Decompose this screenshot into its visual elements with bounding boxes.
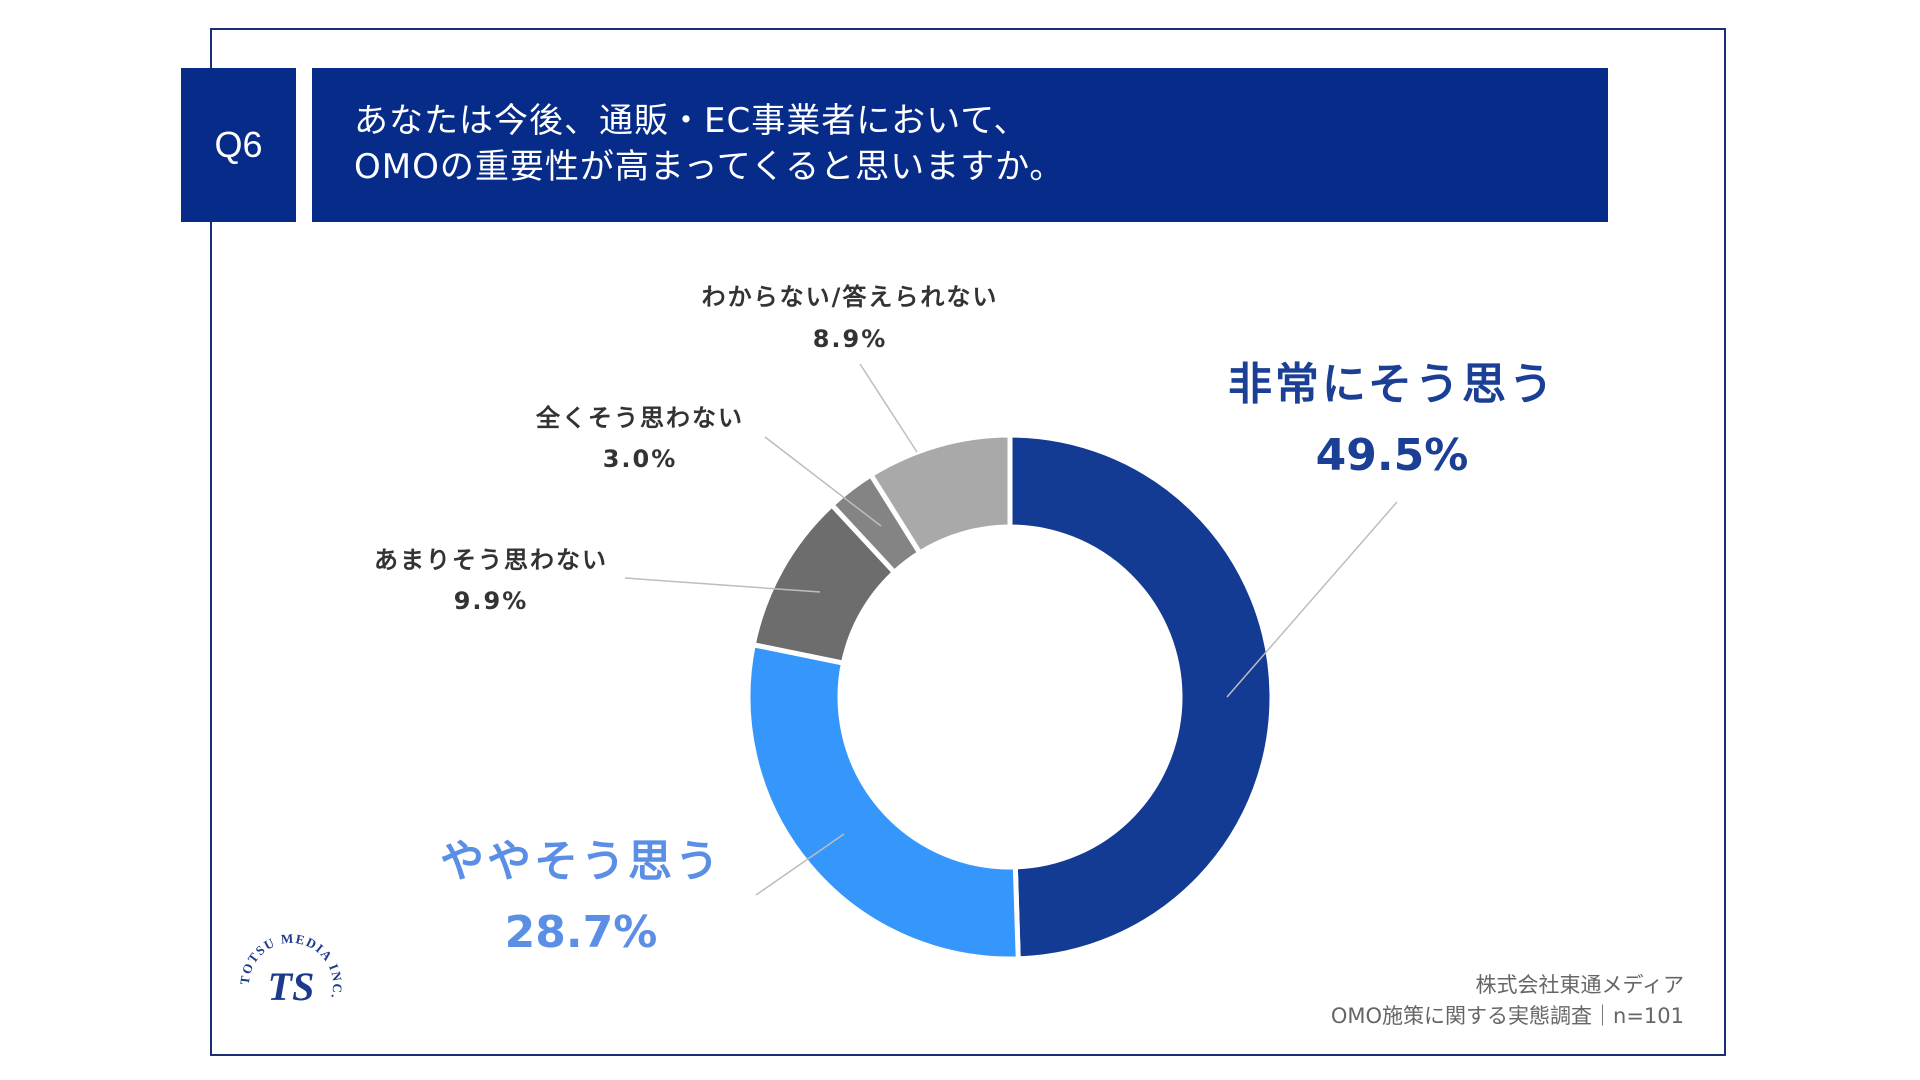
slice-very-much	[1007, 432, 1275, 962]
label-not-much-name: あまりそう思わない	[374, 546, 608, 574]
leader-somewhat	[755, 833, 845, 896]
question-title: あなたは今後、通販・EC事業者において、 OMOの重要性が高まってくると思います…	[312, 68, 1608, 222]
slice-somewhat	[745, 641, 1021, 962]
source-company: 株式会社東通メディア	[1475, 973, 1684, 997]
slice-dont-know	[867, 432, 1013, 557]
label-dont-know-name: わからない/答えられない	[701, 283, 999, 311]
label-dont-know: わからない/答えられない	[702, 277, 999, 312]
value-not-much: 9.9%	[454, 587, 529, 615]
label-not-much: あまりそう思わない	[374, 540, 608, 575]
question-id: Q6	[214, 124, 263, 165]
label-very-much: 非常にそう思う	[1228, 348, 1556, 412]
value-somewhat: 28.7%	[505, 907, 658, 958]
label-very-much-name: 非常にそう思う	[1227, 359, 1557, 410]
leader-very-much	[1226, 501, 1398, 698]
company-logo: TOTSU MEDIA INC. TS	[237, 931, 344, 1013]
logo-mark: TS	[268, 964, 315, 1009]
label-somewhat: ややそう思う	[440, 825, 722, 889]
question-number: Q6	[181, 68, 296, 222]
value-dont-know: 8.9%	[813, 325, 888, 353]
slide-frame	[210, 28, 1726, 1056]
value-very-much-text: 49.5%	[1315, 430, 1469, 481]
value-very-much: 49.5%	[1316, 430, 1469, 481]
leader-dont-know	[859, 363, 918, 453]
leader-not-much	[624, 577, 821, 593]
value-dont-know-text: 8.9%	[812, 325, 888, 353]
value-somewhat-text: 28.7%	[504, 907, 658, 958]
label-somewhat-name: ややそう思う	[440, 836, 722, 887]
source-note: 株式会社東通メディア OMO施策に関する実態調査｜n=101	[1331, 970, 1684, 1032]
value-not-at-all-text: 3.0%	[602, 445, 678, 473]
value-not-much-text: 9.9%	[453, 587, 529, 615]
label-not-at-all: 全くそう思わない	[536, 398, 744, 433]
value-not-at-all: 3.0%	[603, 445, 678, 473]
title-line-1: あなたは今後、通販・EC事業者において、	[354, 101, 1029, 141]
label-not-at-all-name: 全くそう思わない	[536, 404, 744, 432]
leader-not-at-all	[764, 436, 882, 527]
title-line-2: OMOの重要性が高まってくると思いますか。	[354, 147, 1065, 187]
source-survey: OMO施策に関する実態調査｜n=101	[1330, 1004, 1684, 1028]
